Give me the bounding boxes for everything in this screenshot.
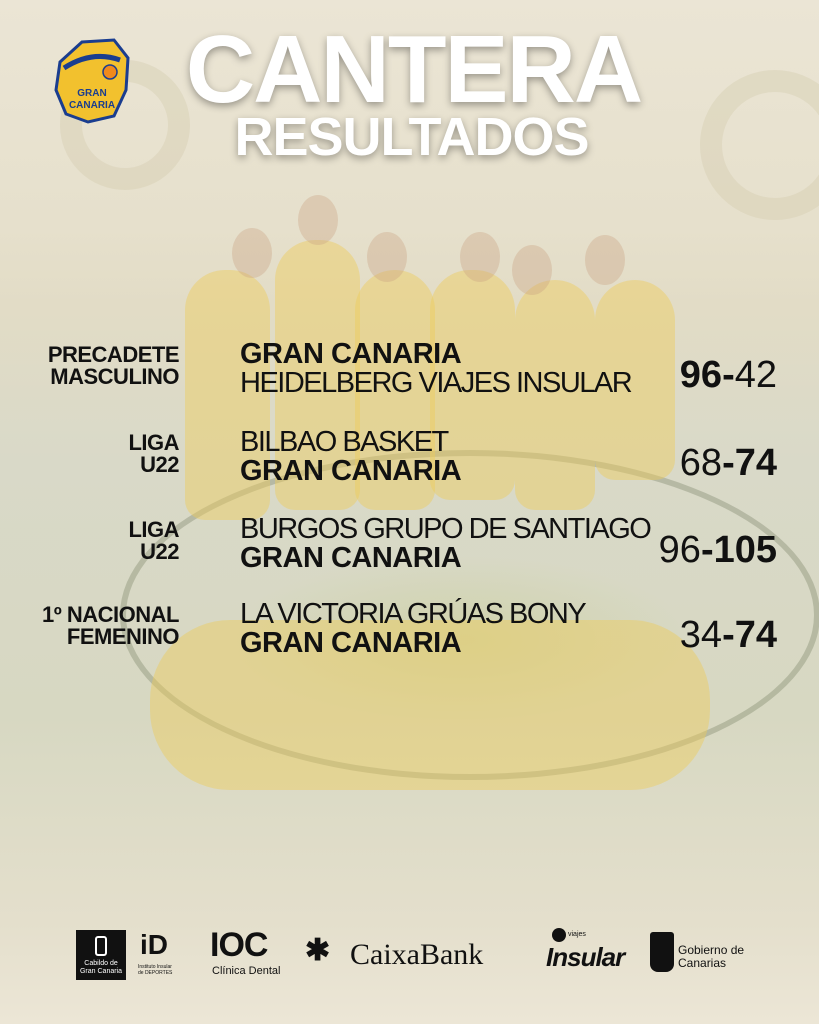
score: 34-74 (679, 614, 777, 656)
score: 96-42 (679, 354, 777, 396)
svg-text:GRAN: GRAN (77, 88, 106, 99)
sponsor-insular: Insular (546, 942, 625, 972)
score: 68-74 (679, 442, 777, 484)
teams: BURGOS GRUPO DE SANTIAGO GRAN CANARIA (240, 513, 652, 574)
gran-canaria-club-logo: GRAN CANARIA (54, 38, 130, 124)
page-title: CANTERA (185, 16, 643, 123)
sponsor-caixabank: CaixaBank (350, 938, 484, 971)
shield-icon (95, 936, 107, 956)
insular-dot-icon (552, 928, 566, 942)
teams: BILBAO BASKET GRAN CANARIA (240, 426, 462, 487)
caixabank-star-icon: ✱ (305, 934, 331, 967)
canarias-shield-icon (650, 932, 674, 972)
score-2: 42 (734, 354, 777, 396)
team-2: GRAN CANARIA (240, 542, 462, 574)
sponsor-ioc: IOC (210, 926, 268, 964)
category-label: LIGA U22 (128, 517, 179, 564)
score-1: 96 (658, 529, 701, 571)
sponsors-bar: Cabildo de Gran Canaria iD Instituto Ins… (0, 928, 819, 984)
page-subtitle: RESULTADOS (234, 107, 590, 167)
svg-text:CANARIA: CANARIA (69, 100, 115, 111)
category-label: PRECADETE MASCULINO (47, 342, 180, 389)
result-row: 1º NACIONAL FEMENINO LA VICTORIA GRÚAS BO… (0, 600, 819, 670)
category-label: 1º NACIONAL FEMENINO (42, 602, 179, 649)
result-row: LIGA U22 BURGOS GRUPO DE SANTIAGO GRAN CAN… (0, 515, 819, 585)
score-2: 74 (734, 442, 777, 484)
category-label: LIGA U22 (128, 430, 179, 477)
score-1: 68 (679, 442, 723, 484)
teams: LA VICTORIA GRÚAS BONY GRAN CANARIA (240, 598, 587, 659)
score-2: 74 (734, 614, 777, 656)
sponsor-gobierno: Gobierno de Canarias (678, 943, 745, 970)
team-2: GRAN CANARIA (240, 455, 462, 487)
team-1: BILBAO BASKET (240, 426, 449, 458)
sponsor-id: iD (140, 929, 168, 960)
team-1: BURGOS GRUPO DE SANTIAGO (240, 513, 652, 545)
team-1: GRAN CANARIA (240, 338, 462, 370)
result-row: PRECADETE MASCULINO GRAN CANARIA HEIDELBER… (0, 340, 819, 410)
score-1: 96 (679, 354, 723, 396)
result-row: LIGA U22 BILBAO BASKET GRAN CANARIA 68-74 (0, 428, 819, 498)
team-2: HEIDELBERG VIAJES INSULAR (240, 367, 633, 399)
team-1: LA VICTORIA GRÚAS BONY (240, 598, 587, 630)
court-circle (120, 450, 819, 780)
sponsor-cabildo: Cabildo de Gran Canaria (76, 930, 126, 980)
score-1: 34 (679, 614, 723, 656)
teams: GRAN CANARIA HEIDELBERG VIAJES INSULAR (240, 338, 633, 399)
score: 96-105 (658, 529, 777, 571)
team-2: GRAN CANARIA (240, 627, 462, 659)
score-2: 105 (713, 529, 777, 571)
